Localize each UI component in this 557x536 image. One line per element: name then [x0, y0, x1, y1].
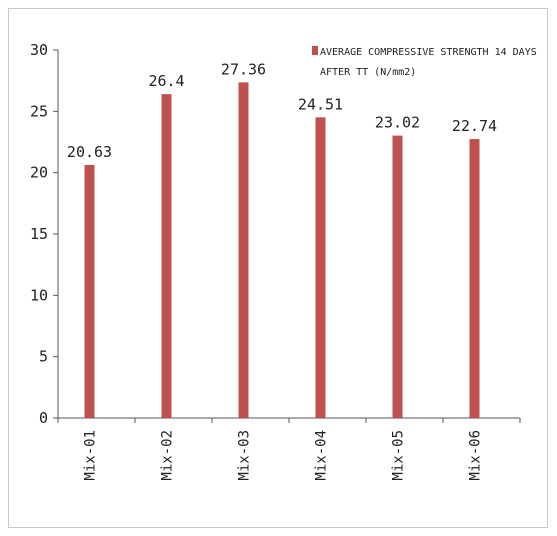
bars: [84, 82, 480, 419]
chart-frame: [8, 8, 548, 528]
legend-label-line-2: AFTER TT (N/mm2): [320, 67, 416, 78]
x-tick-label: Mix-03: [237, 430, 253, 481]
y-tick-label: 30: [30, 41, 48, 59]
bar-mix-03: [238, 82, 249, 418]
bar-mix-02: [161, 94, 172, 418]
y-axis: 0 5 10 15 20 25 30: [30, 41, 59, 427]
data-label: 27.36: [221, 60, 266, 78]
legend-label: AVERAGE COMPRESSIVE STRENGTH 14 DAYS AFT…: [320, 47, 543, 78]
data-label: 23.02: [375, 114, 420, 132]
x-tick-label: Mix-02: [160, 430, 176, 481]
data-label: 20.63: [67, 143, 112, 161]
legend: AVERAGE COMPRESSIVE STRENGTH 14 DAYS AFT…: [312, 46, 543, 78]
y-tick-label: 25: [30, 102, 48, 120]
x-tick-label: Mix-01: [83, 430, 99, 481]
legend-swatch: [312, 46, 318, 55]
x-tick-label: Mix-05: [391, 430, 407, 481]
bar-mix-01: [84, 164, 95, 418]
y-tick-label: 15: [30, 225, 48, 243]
x-tick-label: Mix-06: [468, 430, 484, 481]
bar-mix-06: [469, 139, 480, 418]
x-tick-labels: Mix-01 Mix-02 Mix-03 Mix-04 Mix-05 Mix-06: [83, 430, 484, 481]
y-tick-label: 20: [30, 164, 48, 182]
x-axis: [57, 417, 521, 423]
data-label: 24.51: [298, 95, 343, 113]
x-tick-label: Mix-04: [314, 430, 330, 481]
bar-mix-05: [392, 135, 403, 418]
data-labels: 20.63 26.4 27.36 24.51 23.02 22.74: [67, 60, 497, 161]
y-tick-label: 0: [39, 409, 48, 427]
legend-label-line-1: AVERAGE COMPRESSIVE STRENGTH 14 DAYS: [320, 47, 537, 58]
data-label: 26.4: [148, 72, 184, 90]
y-tick-label: 10: [30, 286, 48, 304]
bar-mix-04: [315, 117, 326, 419]
data-label: 22.74: [452, 117, 497, 135]
y-tick-label: 5: [39, 348, 48, 366]
